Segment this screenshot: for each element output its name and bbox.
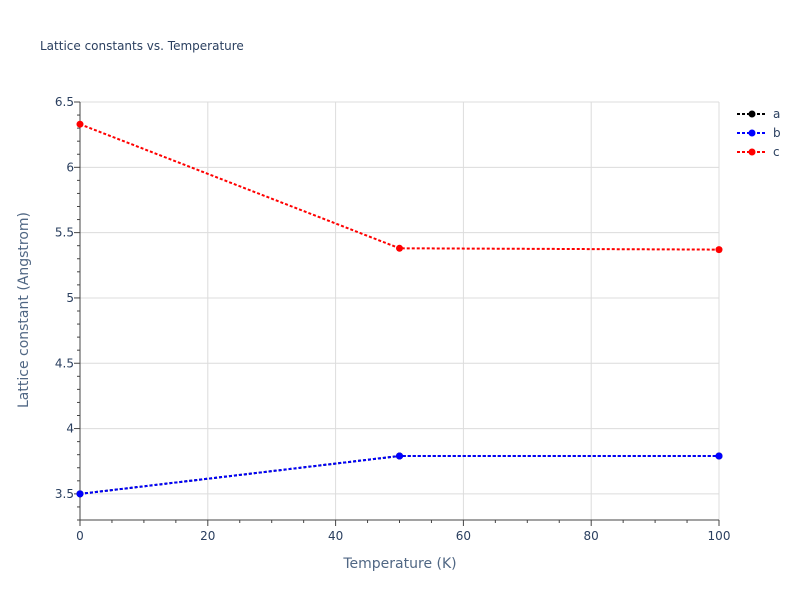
legend-item-a[interactable]: a [737, 107, 780, 121]
x-tick-label: 20 [200, 529, 215, 543]
y-tick-label: 6 [66, 160, 74, 174]
x-tick-label: 0 [76, 529, 84, 543]
x-tick-label: 60 [456, 529, 471, 543]
series-point-b [76, 490, 84, 498]
legend-swatch-marker [748, 148, 756, 156]
chart-title: Lattice constants vs. Temperature [40, 39, 244, 53]
y-tick-label: 4.5 [55, 356, 74, 370]
series-point-c [715, 246, 723, 254]
y-tick-label: 5.5 [55, 226, 74, 240]
series-line-b [79, 454, 719, 495]
legend-item-b[interactable]: b [737, 126, 781, 140]
grid [80, 101, 720, 520]
legend-label: a [773, 107, 780, 121]
series-point-b [715, 452, 723, 460]
x-tick-label: 100 [708, 529, 731, 543]
y-tick-label: 5 [66, 291, 74, 305]
series-point-c [76, 120, 84, 128]
y-tick-label: 4 [66, 422, 74, 436]
series-point-b [396, 452, 403, 460]
y-tick-label: 6.5 [55, 95, 74, 109]
x-tick-label: 40 [328, 529, 343, 543]
series-line-a [79, 454, 719, 495]
x-axis-title: Temperature (K) [342, 556, 456, 572]
legend[interactable]: abc [737, 107, 781, 159]
axes: 0 20 40 60 80 100 3.5 4 4.5 5 5.5 6 6.5 [55, 95, 731, 543]
y-tick-label: 3.5 [55, 487, 74, 501]
series-point-c [396, 244, 403, 252]
legend-item-c[interactable]: c [737, 145, 780, 159]
series-layer [76, 120, 723, 498]
legend-label: b [773, 126, 781, 140]
legend-swatch-marker [748, 129, 756, 137]
y-axis-title: Lattice constant (Angstrom) [16, 212, 32, 408]
legend-swatch-marker [748, 110, 756, 118]
legend-label: c [773, 145, 780, 159]
series-line-c [79, 123, 720, 251]
x-tick-label: 80 [584, 529, 599, 543]
